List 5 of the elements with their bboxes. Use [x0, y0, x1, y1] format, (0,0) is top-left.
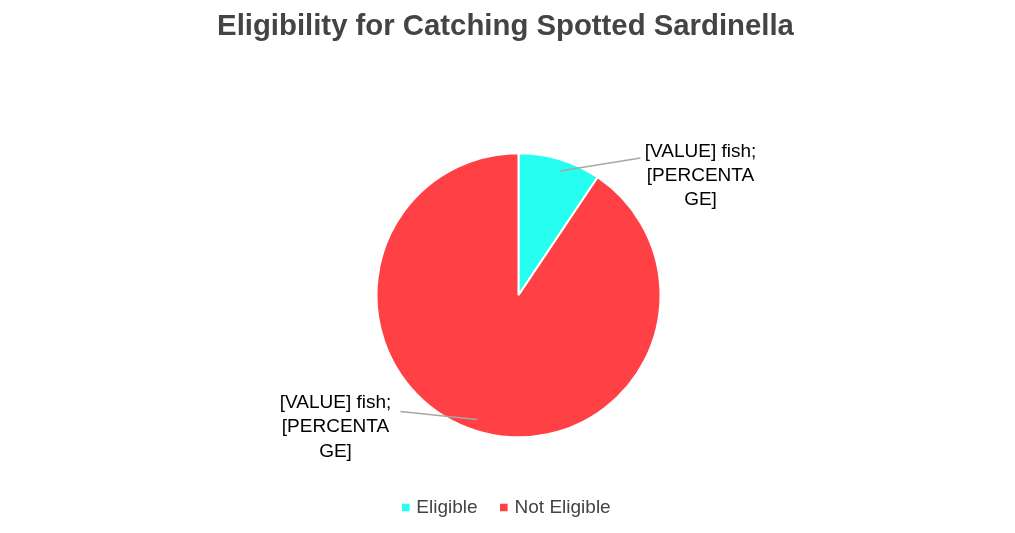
legend-label: Not Eligible — [514, 496, 611, 518]
data-label: [VALUE] fish; [PERCENTA GE] — [279, 391, 392, 461]
chart-title: Eligibility for Catching Spotted Sardinella — [217, 7, 795, 41]
data-label: [VALUE] fish; [PERCENTA GE] — [644, 139, 757, 210]
legend-label: Eligible — [416, 496, 478, 518]
